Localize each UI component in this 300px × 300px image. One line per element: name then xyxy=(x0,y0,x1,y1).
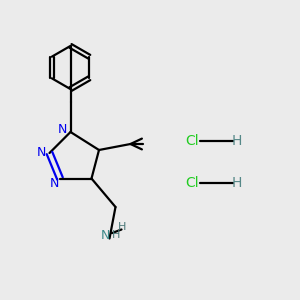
Text: N: N xyxy=(57,123,67,136)
Text: N: N xyxy=(49,177,59,190)
Text: N: N xyxy=(36,146,46,160)
Text: H: H xyxy=(232,134,242,148)
Text: N: N xyxy=(100,229,110,242)
Text: H: H xyxy=(232,176,242,190)
Text: Cl: Cl xyxy=(185,134,199,148)
Text: Cl: Cl xyxy=(185,176,199,190)
Text: H: H xyxy=(118,222,126,232)
Text: H: H xyxy=(112,230,120,241)
